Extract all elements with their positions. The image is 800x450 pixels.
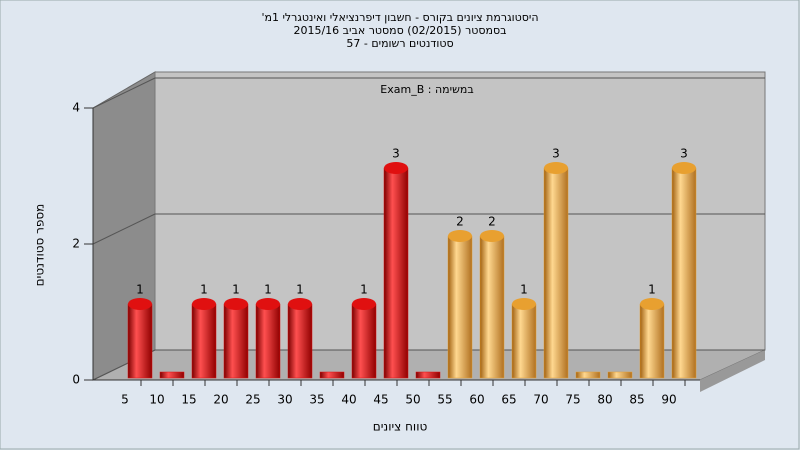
value-label: 3 <box>680 147 688 161</box>
bar <box>351 303 377 379</box>
bar-top <box>352 298 376 310</box>
bar <box>511 303 537 379</box>
value-label: 1 <box>296 283 304 297</box>
bar-top <box>544 162 568 174</box>
title-line: בסמסטר (02/2015) סמסטר אביב 2015/16 <box>293 24 506 37</box>
x-tick-label: 70 <box>533 393 548 407</box>
x-tick-label: 60 <box>469 393 484 407</box>
bar <box>543 167 569 379</box>
bar-top <box>384 162 408 174</box>
x-tick-label: 15 <box>181 393 196 407</box>
x-tick-label: 90 <box>661 393 676 407</box>
bar <box>191 303 217 379</box>
title-line: סטודנטים רשומים - 57 <box>346 37 453 50</box>
value-label: 1 <box>648 283 656 297</box>
value-label: 1 <box>520 283 528 297</box>
x-tick-label: 80 <box>597 393 612 407</box>
bar <box>319 371 345 379</box>
value-label: 1 <box>264 283 272 297</box>
bar-top <box>256 298 280 310</box>
bar-top <box>224 298 248 310</box>
bar <box>639 303 665 379</box>
x-tick-label: 65 <box>501 393 516 407</box>
grid-line <box>92 77 156 109</box>
bar <box>255 303 281 379</box>
bar-top <box>448 230 472 242</box>
x-tick-label: 40 <box>341 393 356 407</box>
value-label: 3 <box>392 147 400 161</box>
bar <box>287 303 313 379</box>
x-tick-label: 75 <box>565 393 580 407</box>
value-label: 1 <box>136 283 144 297</box>
bar-top <box>640 298 664 310</box>
y-tick-label: 0 <box>72 373 80 387</box>
x-tick-label: 55 <box>437 393 452 407</box>
bar-top <box>288 298 312 310</box>
bar <box>671 167 697 379</box>
bar <box>383 167 409 379</box>
x-tick-label: 45 <box>373 393 388 407</box>
x-tick-label: 85 <box>629 393 644 407</box>
x-tick-label: 35 <box>309 393 324 407</box>
bar <box>159 371 185 379</box>
y-tick-label: 2 <box>72 237 80 251</box>
bar <box>575 371 601 379</box>
value-label: 2 <box>488 215 496 229</box>
value-label: 1 <box>232 283 240 297</box>
bar-top <box>480 230 504 242</box>
bar <box>127 303 153 379</box>
x-tick-label: 50 <box>405 393 420 407</box>
value-label: 1 <box>360 283 368 297</box>
y-axis-title: מספר סטודנטים <box>33 204 47 287</box>
bar-top <box>192 298 216 310</box>
x-tick-label: 5 <box>121 393 129 407</box>
bar <box>447 235 473 379</box>
grid-line <box>92 213 156 245</box>
bar-top <box>128 298 152 310</box>
y-tick-label: 4 <box>72 101 80 115</box>
bar <box>607 371 633 379</box>
value-label: 2 <box>456 215 464 229</box>
bar <box>415 371 441 379</box>
x-tick-label: 20 <box>213 393 228 407</box>
value-label: 1 <box>200 283 208 297</box>
x-tick-label: 25 <box>245 393 260 407</box>
bar-top <box>672 162 696 174</box>
x-axis-title: טווח ציונים <box>373 420 428 434</box>
x-tick-label: 10 <box>149 393 164 407</box>
bar-top <box>512 298 536 310</box>
title-line: היסטוגרמת ציונים בקורס - חשבון דיפרנציאל… <box>261 11 538 24</box>
value-label: 3 <box>552 147 560 161</box>
x-tick-label: 30 <box>277 393 292 407</box>
floor-edge <box>700 350 765 392</box>
subtitle: במשימה : Exam_B <box>380 83 473 96</box>
bar <box>223 303 249 379</box>
bar <box>479 235 505 379</box>
